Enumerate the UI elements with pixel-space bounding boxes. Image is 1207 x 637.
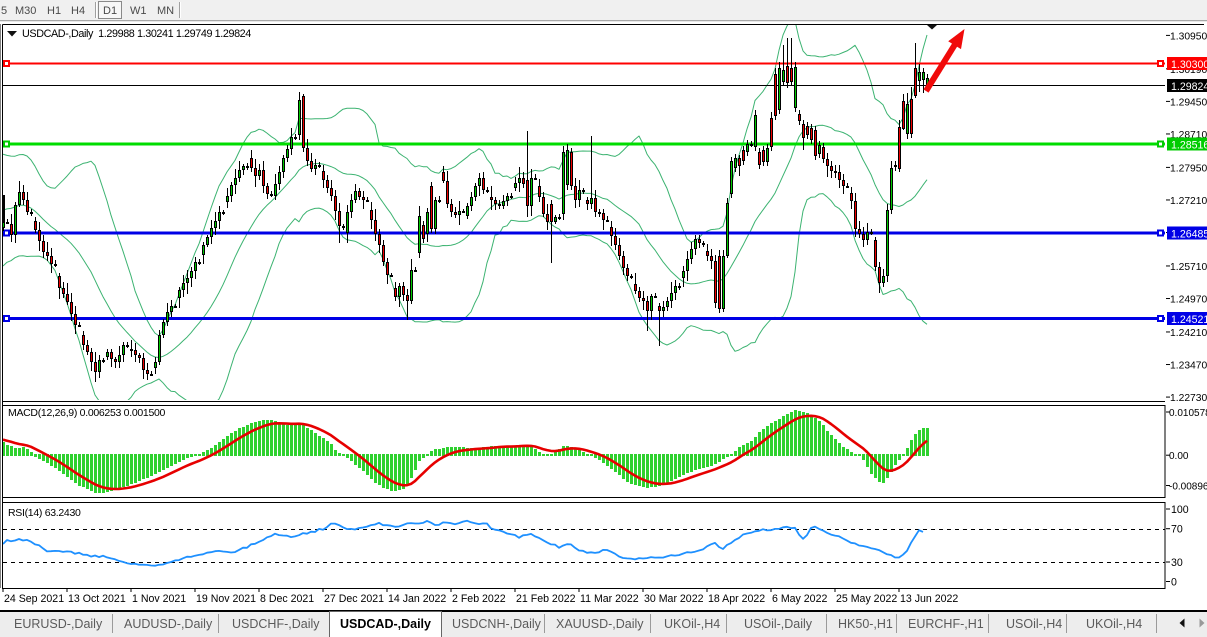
svg-text:11 Mar 2022: 11 Mar 2022 [580, 593, 639, 605]
svg-text:MN: MN [157, 5, 174, 17]
svg-text:1.25710: 1.25710 [1170, 262, 1207, 273]
svg-text:100: 100 [1171, 504, 1189, 516]
svg-text:H1: H1 [47, 5, 61, 17]
svg-text:14 Jan 2022: 14 Jan 2022 [388, 593, 446, 605]
svg-text:USOil-,H4: USOil-,H4 [1006, 617, 1062, 631]
svg-text:0.00: 0.00 [1169, 451, 1189, 462]
svg-text:13 Oct 2021: 13 Oct 2021 [68, 593, 126, 605]
svg-text:MACD(12,26,9) 0.006253 0.00150: MACD(12,26,9) 0.006253 0.001500 [8, 407, 166, 419]
svg-text:0.010578: 0.010578 [1169, 408, 1207, 419]
svg-text:1.26485: 1.26485 [1171, 229, 1207, 241]
svg-text:H4: H4 [71, 5, 85, 17]
svg-text:HK50-,H1: HK50-,H1 [838, 617, 893, 631]
svg-text:1.24970: 1.24970 [1170, 295, 1207, 306]
svg-text:25 May 2022: 25 May 2022 [836, 593, 897, 605]
svg-text:1.27210: 1.27210 [1170, 196, 1207, 207]
svg-text:1.30300: 1.30300 [1171, 59, 1207, 71]
svg-text:1.30190: 1.30190 [1170, 65, 1207, 76]
svg-text:8 Dec 2021: 8 Dec 2021 [260, 593, 314, 605]
svg-text:UKOil-,H4: UKOil-,H4 [1086, 617, 1142, 631]
svg-text:24 Sep 2021: 24 Sep 2021 [4, 593, 64, 605]
svg-text:USDCHF-,Daily: USDCHF-,Daily [232, 617, 320, 631]
svg-text:1.24210: 1.24210 [1170, 328, 1207, 339]
svg-text:2 Feb 2022: 2 Feb 2022 [452, 593, 506, 605]
svg-text:XAUUSD-,Daily: XAUUSD-,Daily [556, 617, 644, 631]
svg-text:USDCAD-,Daily 1.29988 1.30241: USDCAD-,Daily 1.29988 1.30241 1.29749 1.… [22, 28, 251, 40]
svg-text:USDCNH-,Daily: USDCNH-,Daily [452, 617, 542, 631]
svg-text:30: 30 [1171, 557, 1183, 569]
svg-text:RSI(14) 63.2430: RSI(14) 63.2430 [8, 507, 81, 519]
svg-text:18 Apr 2022: 18 Apr 2022 [708, 593, 765, 605]
svg-text:1 Nov 2021: 1 Nov 2021 [132, 593, 186, 605]
svg-text:6 May 2022: 6 May 2022 [772, 593, 827, 605]
svg-text:13 Jun 2022: 13 Jun 2022 [900, 593, 958, 605]
svg-text:M30: M30 [15, 5, 36, 17]
svg-text:0: 0 [1171, 577, 1177, 589]
svg-text:W1: W1 [130, 5, 147, 17]
svg-text:1.29824: 1.29824 [1171, 81, 1207, 93]
svg-text:UKOil-,H4: UKOil-,H4 [664, 617, 720, 631]
svg-text:70: 70 [1171, 524, 1183, 536]
svg-text:1.24521: 1.24521 [1171, 314, 1207, 326]
svg-text:1.28516: 1.28516 [1171, 140, 1207, 152]
svg-text:1.22730: 1.22730 [1170, 393, 1207, 404]
svg-text:USOil-,Daily: USOil-,Daily [744, 617, 813, 631]
svg-text:USDCAD-,Daily: USDCAD-,Daily [340, 617, 431, 631]
svg-text:1.30950: 1.30950 [1170, 31, 1207, 42]
svg-text:1.23470: 1.23470 [1170, 361, 1207, 372]
svg-text:5: 5 [1, 5, 7, 17]
svg-text:-0.00896: -0.00896 [1169, 482, 1207, 493]
svg-text:EURCHF-,H1: EURCHF-,H1 [908, 617, 984, 631]
svg-text:27 Dec 2021: 27 Dec 2021 [324, 593, 384, 605]
svg-text:19 Nov 2021: 19 Nov 2021 [196, 593, 256, 605]
svg-text:1.28710: 1.28710 [1170, 130, 1207, 141]
svg-text:1.27950: 1.27950 [1170, 163, 1207, 174]
svg-text:21 Feb 2022: 21 Feb 2022 [516, 593, 576, 605]
svg-text:EURUSD-,Daily: EURUSD-,Daily [14, 617, 103, 631]
svg-text:D1: D1 [103, 5, 117, 17]
svg-text:AUDUSD-,Daily: AUDUSD-,Daily [124, 617, 213, 631]
svg-text:1.29450: 1.29450 [1170, 97, 1207, 108]
svg-text:30 Mar 2022: 30 Mar 2022 [644, 593, 704, 605]
